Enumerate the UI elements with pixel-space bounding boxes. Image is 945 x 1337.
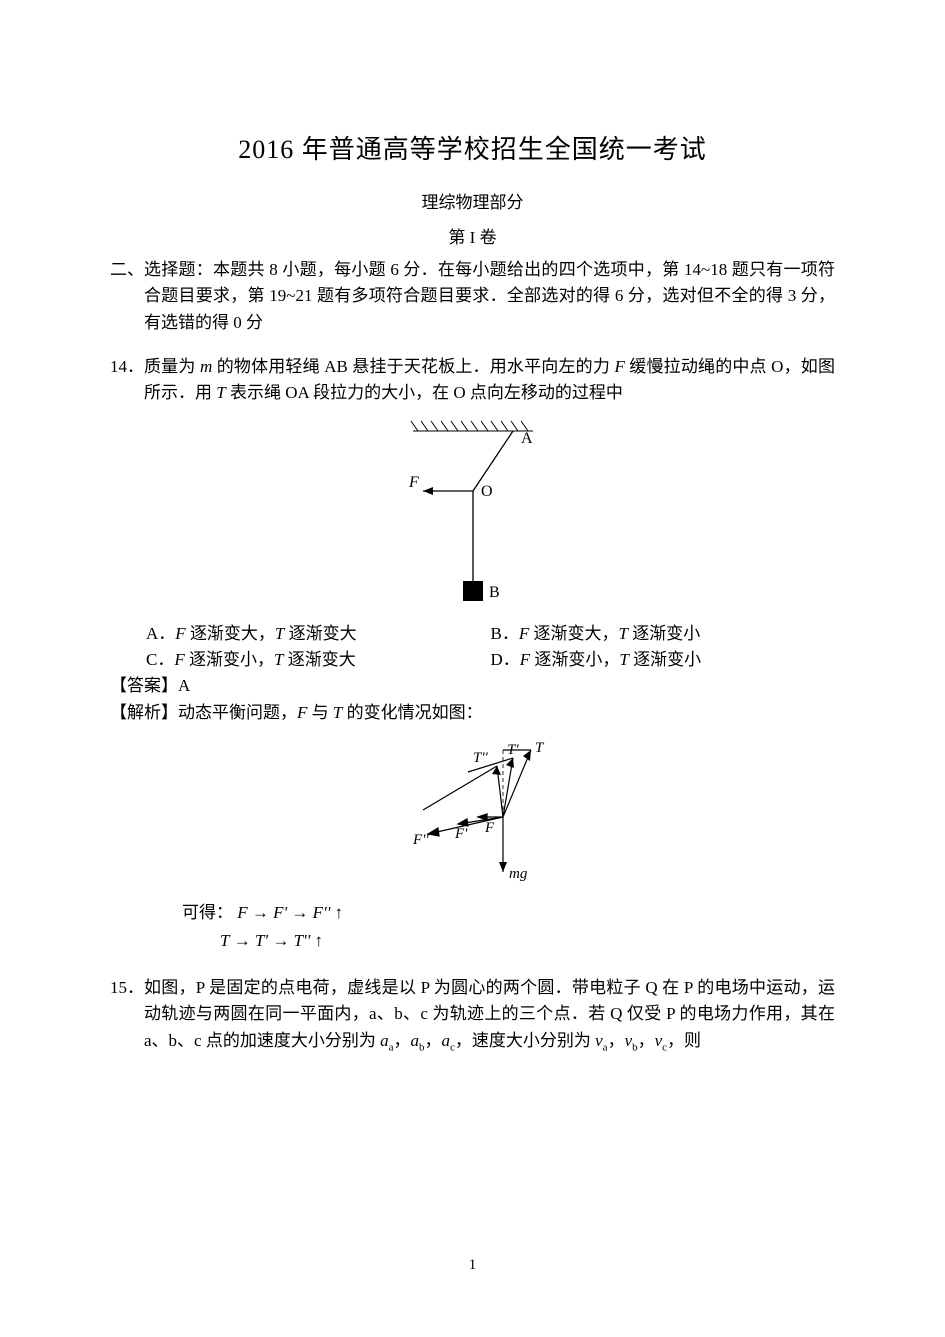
q14-answer: 【答案】A (110, 673, 835, 699)
q14-relation-1: F → F' → F'' ↑ (237, 903, 343, 922)
q14-options: A．F 逐渐变大，T 逐渐变大 B．F 逐渐变大，T 逐渐变小 C．F 逐渐变小… (146, 621, 835, 674)
label-Fp: F' (454, 826, 468, 842)
exam-page: 2016 年普通高等学校招生全国统一考试 理综物理部分 第 I 卷 二、 选择题… (0, 0, 945, 1337)
label-Fpp: F'' (412, 832, 429, 848)
label-Tp: T' (507, 742, 519, 758)
q14-stem: 质量为 m 的物体用轻绳 AB 悬挂于天花板上．用水平向左的力 F 缓慢拉动绳的… (144, 354, 835, 407)
label-O: O (481, 483, 493, 500)
label-Ff: F (484, 820, 495, 836)
q14-analysis: 【解析】动态平衡问题，F 与 T 的变化情况如图： (110, 700, 835, 726)
page-number: 1 (0, 1254, 945, 1277)
q14-option-a: A．F 逐渐变大，T 逐渐变大 (146, 621, 491, 647)
section-instructions: 二、 选择题：本题共 8 小题，每小题 6 分．在每小题给出的四个选项中，第 1… (110, 257, 835, 336)
force-diagram-svg: T T' T'' F F' F'' mg (363, 732, 583, 892)
label-mg: mg (509, 866, 528, 882)
q14-option-b: B．F 逐渐变大，T 逐渐变小 (491, 621, 836, 647)
page-title: 2016 年普通高等学校招生全国统一考试 (110, 130, 835, 170)
question-14: 14． 质量为 m 的物体用轻绳 AB 悬挂于天花板上．用水平向左的力 F 缓慢… (110, 354, 835, 957)
q15-number: 15． (110, 975, 144, 1056)
q14-option-d: D．F 逐渐变小，T 逐渐变小 (491, 647, 836, 673)
q14-relation-2: T → T' → T'' ↑ (220, 926, 835, 957)
conclusion-lead-text: 可得： (182, 903, 233, 922)
rope-diagram-svg: A O F B (373, 413, 573, 613)
q14-figure-2: T T' T'' F F' F'' mg (110, 732, 835, 892)
section-text: 选择题：本题共 8 小题，每小题 6 分．在每小题给出的四个选项中，第 14~1… (144, 257, 835, 336)
label-T: T (535, 740, 545, 756)
q15-stem: 如图，P 是固定的点电荷，虚线是以 P 为圆心的两个圆．带电粒子 Q 在 P 的… (144, 975, 835, 1056)
question-15: 15． 如图，P 是固定的点电荷，虚线是以 P 为圆心的两个圆．带电粒子 Q 在… (110, 975, 835, 1056)
part-label: 第 I 卷 (110, 225, 835, 251)
q14-number: 14． (110, 354, 144, 407)
q14-conclusion-lead: 可得： F → F' → F'' ↑ (182, 900, 835, 926)
label-F: F (408, 474, 419, 491)
label-Tpp: T'' (473, 750, 489, 766)
q14-option-c: C．F 逐渐变小，T 逐渐变大 (146, 647, 491, 673)
section-number: 二、 (110, 257, 144, 336)
label-A: A (521, 430, 533, 447)
page-subtitle: 理综物理部分 (110, 190, 835, 216)
label-B: B (489, 584, 500, 601)
q14-figure-1: A O F B (110, 413, 835, 613)
